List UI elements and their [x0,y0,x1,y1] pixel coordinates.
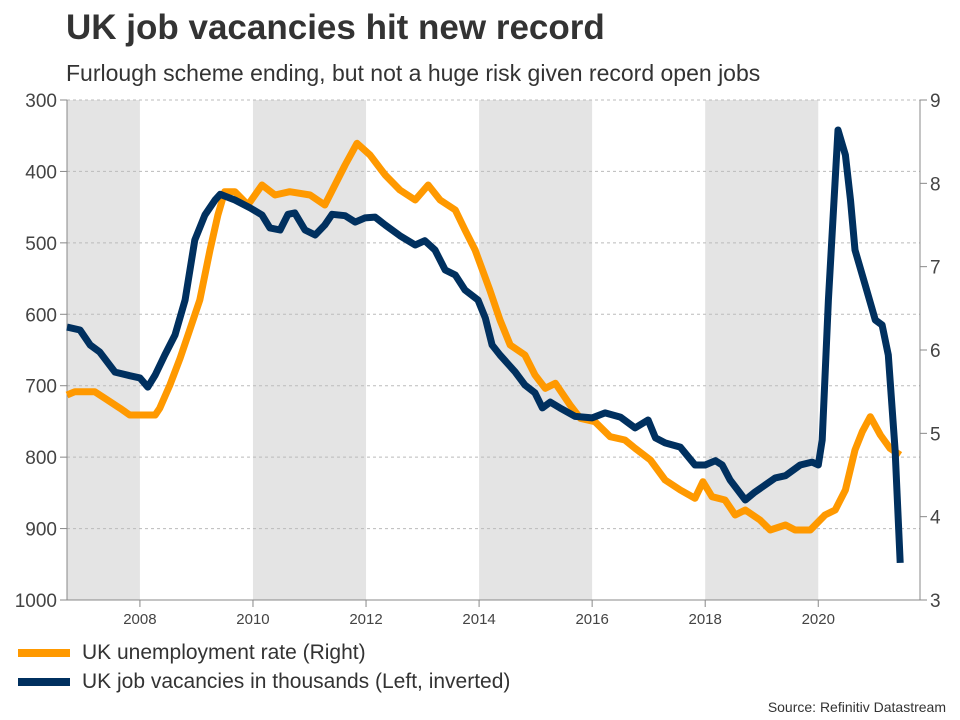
shaded-period [705,100,819,600]
x-tick-label: 2018 [689,611,722,628]
x-tick-label: 2012 [349,611,382,628]
left-tick-label: 600 [25,305,57,326]
x-tick-label: 2016 [575,611,608,628]
chart-title: UK job vacancies hit new record [66,8,605,47]
series-line-unemployment [65,139,903,534]
right-tick-label: 4 [930,508,941,529]
left-tick-label: 700 [25,377,57,398]
series-line-vacancies [66,126,904,564]
right-tick-label: 8 [930,174,941,195]
x-tick-label: 2008 [123,611,156,628]
legend-label-unemployment: UK unemployment rate (Right) [82,641,366,664]
x-tick-label: 2014 [462,611,495,628]
left-tick-label: 800 [25,448,57,469]
right-tick-label: 6 [930,341,941,362]
legend-label-vacancies: UK job vacancies in thousands (Left, inv… [82,670,511,693]
shaded-period [67,100,140,600]
right-tick-label: 7 [930,258,941,279]
shaded-period [252,100,367,600]
legend-item-unemployment: UK unemployment rate (Right) [18,641,366,665]
legend-swatch-unemployment [18,649,70,657]
legend-item-vacancies: UK job vacancies in thousands (Left, inv… [18,670,510,694]
left-tick-label: 500 [25,234,57,255]
left-tick-label: 1000 [15,591,57,612]
x-tick-label: 2020 [802,611,835,628]
x-tick-label: 2010 [236,611,269,628]
left-tick-label: 300 [25,91,57,112]
right-tick-label: 3 [930,591,941,612]
left-tick-label: 400 [25,162,57,183]
chart-subtitle: Furlough scheme ending, but not a huge r… [66,60,761,86]
left-tick-label: 900 [25,520,57,541]
source-note: Source: Refinitiv Datastream [767,699,946,715]
right-tick-label: 9 [930,91,941,112]
right-tick-label: 5 [930,424,941,445]
legend-swatch-vacancies [18,678,70,686]
